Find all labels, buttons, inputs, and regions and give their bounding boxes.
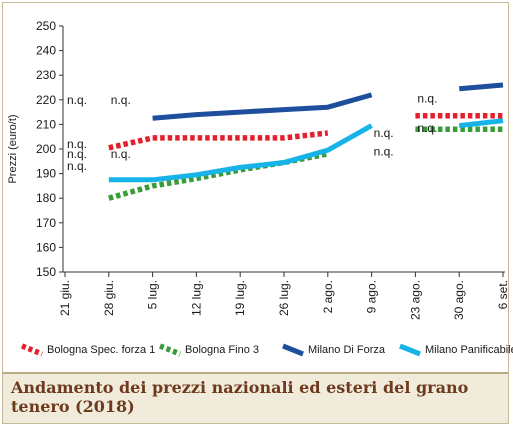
y-tick-label: 240 <box>36 44 56 58</box>
legend-label-4: Milano Panificabile <box>425 344 513 356</box>
series-line-3 <box>152 92 373 121</box>
legend-swatch-1 <box>20 343 44 357</box>
x-tick-label: 28 giu. <box>102 280 116 316</box>
nq-annotation: n.q. <box>67 93 87 107</box>
chart-frame <box>2 2 509 424</box>
legend-label-3: Milano Di Forza <box>308 344 386 356</box>
x-tick-label: 9 ago. <box>365 280 379 313</box>
chart-title: Andamento dei prezzi nazionali ed esteri… <box>11 378 469 416</box>
legend-swatch-4 <box>399 343 421 357</box>
x-tick-label: 21 giu. <box>58 280 72 316</box>
y-tick-label: 250 <box>36 19 56 33</box>
nq-annotation: n.q. <box>417 92 437 106</box>
series-line-4 <box>458 118 504 129</box>
nq-annotation: n.q. <box>67 147 87 161</box>
y-tick-label: 200 <box>36 142 56 156</box>
title-band: Andamento dei prezzi nazionali ed esteri… <box>3 372 508 423</box>
x-tick-label: 23 ago. <box>408 280 422 320</box>
y-tick-label: 160 <box>36 240 56 254</box>
nq-annotation: n.q. <box>111 93 131 107</box>
y-tick-label: 150 <box>36 265 56 279</box>
series-line-3 <box>458 82 504 92</box>
y-tick-label: 210 <box>36 117 56 131</box>
x-tick-label: 26 lug. <box>277 280 291 316</box>
x-tick-label: 6 set. <box>496 280 510 309</box>
nq-annotation: n.q. <box>417 121 437 135</box>
series-line-2 <box>108 151 329 201</box>
x-tick-label: 5 lug. <box>146 280 160 309</box>
nq-annotation: n.q. <box>374 144 394 158</box>
x-tick-label: 12 lug. <box>189 280 203 316</box>
series-line-1 <box>108 130 329 151</box>
y-tick-label: 170 <box>36 216 56 230</box>
x-tick-label: 19 lug. <box>233 280 247 316</box>
y-tick-label: 230 <box>36 68 56 82</box>
legend-swatch-3 <box>282 343 304 357</box>
nq-annotation: n.q. <box>67 159 87 173</box>
nq-annotation: n.q. <box>111 147 131 161</box>
nq-annotation: n.q. <box>67 137 87 151</box>
x-tick-label: 2 ago. <box>321 280 335 313</box>
y-tick-label: 190 <box>36 167 56 181</box>
legend-label-2: Bologna Fino 3 <box>185 344 259 356</box>
nq-annotation: n.q. <box>374 126 394 140</box>
y-axis-label: Prezzi (euro/t) <box>7 114 19 183</box>
legend-swatch-2 <box>158 343 182 357</box>
x-tick-label: 30 ago. <box>452 280 466 320</box>
series-line-4 <box>108 123 373 183</box>
y-tick-label: 220 <box>36 93 56 107</box>
legend-label-1: Bologna Spec. forza 1 <box>47 344 155 356</box>
y-tick-label: 180 <box>36 191 56 205</box>
